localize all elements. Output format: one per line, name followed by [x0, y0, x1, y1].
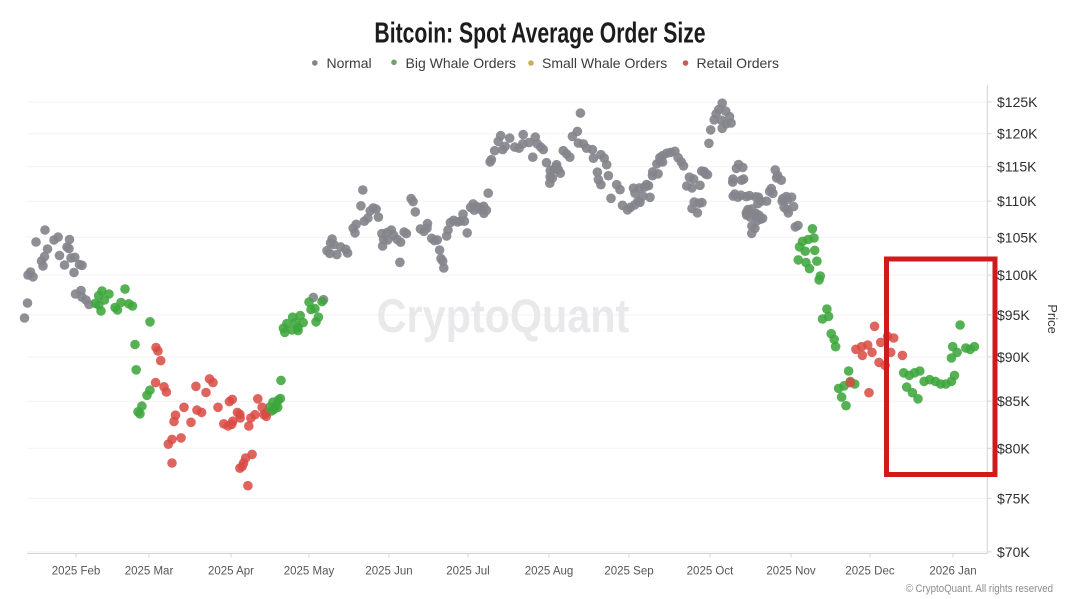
- svg-text:2025 Mar: 2025 Mar: [125, 566, 174, 578]
- svg-text:Normal: Normal: [327, 55, 372, 71]
- svg-text:2025 Sep: 2025 Sep: [604, 566, 653, 578]
- svg-text:2026 Jan: 2026 Jan: [929, 566, 976, 578]
- svg-text:Retail Orders: Retail Orders: [697, 55, 779, 71]
- svg-text:$115K: $115K: [997, 159, 1037, 175]
- svg-text:Small Whale Orders: Small Whale Orders: [542, 55, 667, 71]
- svg-text:$75K: $75K: [997, 490, 1030, 506]
- svg-text:2025 Jun: 2025 Jun: [365, 566, 412, 578]
- svg-text:$105K: $105K: [997, 229, 1038, 245]
- svg-text:$90K: $90K: [997, 349, 1030, 365]
- svg-text:$120K: $120K: [997, 126, 1038, 142]
- svg-text:2025 Jul: 2025 Jul: [446, 566, 489, 578]
- svg-text:2025 May: 2025 May: [284, 566, 335, 578]
- svg-text:2025 Nov: 2025 Nov: [766, 566, 815, 578]
- svg-text:Big Whale Orders: Big Whale Orders: [406, 55, 516, 71]
- svg-text:$70K: $70K: [997, 544, 1030, 560]
- svg-text:$110K: $110K: [997, 193, 1037, 209]
- svg-text:© CryptoQuant. All rights rese: © CryptoQuant. All rights reserved: [906, 582, 1053, 595]
- svg-text:2025 Dec: 2025 Dec: [845, 566, 894, 578]
- svg-text:$125K: $125K: [997, 94, 1038, 110]
- svg-text:2025 Aug: 2025 Aug: [525, 566, 574, 578]
- svg-text:2025 Apr: 2025 Apr: [208, 566, 254, 578]
- svg-text:$95K: $95K: [997, 307, 1030, 323]
- svg-text:2025 Oct: 2025 Oct: [687, 566, 734, 578]
- svg-text:CryptoQuant: CryptoQuant: [377, 291, 630, 343]
- svg-text:$80K: $80K: [997, 440, 1030, 456]
- svg-text:Bitcoin: Spot Average Order Si: Bitcoin: Spot Average Order Size: [374, 17, 705, 49]
- svg-text:$85K: $85K: [997, 393, 1030, 409]
- svg-text:Price: Price: [1045, 304, 1060, 334]
- svg-text:$100K: $100K: [997, 267, 1038, 283]
- svg-text:2025 Feb: 2025 Feb: [52, 566, 101, 578]
